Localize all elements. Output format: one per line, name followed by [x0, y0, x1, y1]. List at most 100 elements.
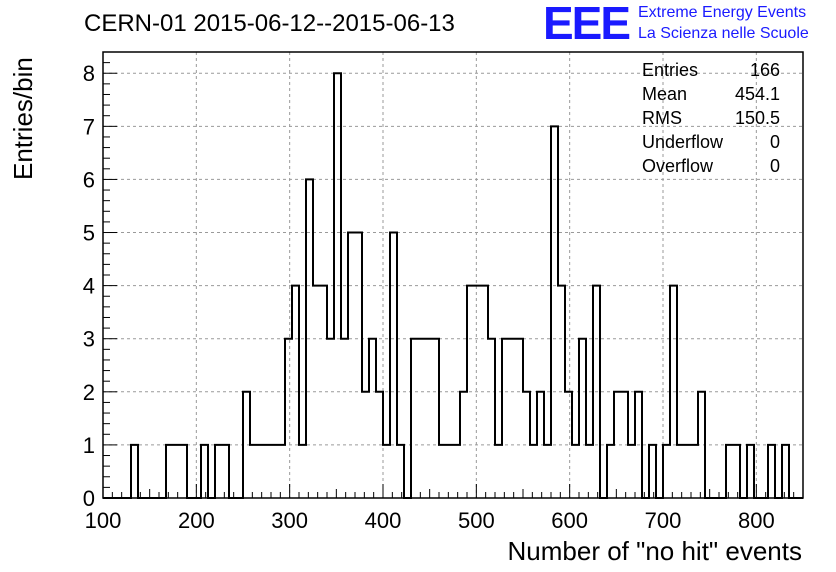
histogram-bin	[306, 179, 313, 498]
histogram-bin	[530, 445, 537, 498]
histogram-bin	[215, 445, 222, 498]
y-tick-label: 3	[83, 327, 95, 352]
histogram-bin	[292, 286, 299, 498]
stat-label: Entries	[642, 60, 699, 80]
x-axis-label: Number of "no hit" events	[507, 536, 803, 566]
histogram-bin	[439, 445, 446, 498]
histogram-bin	[698, 392, 705, 498]
histogram-bin	[607, 445, 614, 498]
eee-logo: EEE Extreme Energy Events La Scienza nel…	[543, 0, 833, 49]
histogram-bin	[572, 445, 579, 498]
tick-labels: 100 200 300 400 500 600 700 800 0 1 2 3 4 5 6 7 8	[83, 61, 775, 533]
histogram-bin	[593, 286, 600, 498]
histogram-bin	[222, 445, 229, 498]
x-tick-label: 600	[551, 508, 588, 533]
histogram-bin	[418, 339, 425, 498]
histogram-bin	[663, 445, 670, 498]
stat-underflow: Underflow 0	[642, 132, 780, 156]
y-axis-label: Entries/bin	[8, 57, 38, 180]
histogram-bin	[586, 445, 593, 498]
x-tick-label: 300	[271, 508, 308, 533]
histogram-bin	[691, 445, 698, 498]
histogram-bin	[635, 392, 642, 498]
histogram-bin	[390, 233, 397, 498]
histogram-bin	[684, 445, 691, 498]
histogram-bin	[502, 339, 509, 498]
histogram-bin	[733, 445, 740, 498]
histogram-bin	[341, 339, 348, 498]
histogram-bin	[649, 445, 656, 498]
axes	[102, 51, 804, 499]
histogram-bin	[453, 445, 460, 498]
x-tick-label: 100	[85, 508, 122, 533]
histogram-bin	[726, 445, 733, 498]
histogram-bin	[621, 392, 628, 498]
histogram-bin	[383, 445, 390, 498]
stat-value: 0	[769, 132, 780, 152]
histogram-bin	[488, 339, 495, 498]
histogram-bin	[411, 339, 418, 498]
x-tick-label: 200	[178, 508, 215, 533]
histogram-bin	[285, 339, 292, 498]
histogram-bin	[271, 445, 278, 498]
y-tick-label: 6	[83, 167, 95, 192]
stats-box: Entries 166 Mean 454.1 RMS 150.5 Underfl…	[642, 60, 780, 180]
histogram-bin	[173, 445, 180, 498]
y-tick-label: 0	[83, 486, 95, 511]
histogram-bin	[355, 233, 362, 498]
y-tick-label: 5	[83, 221, 95, 246]
histogram-bin	[537, 392, 544, 498]
histogram-bin	[551, 126, 558, 498]
y-tick-label: 8	[83, 61, 95, 86]
histogram-bin	[544, 445, 551, 498]
histogram-bin	[509, 339, 516, 498]
histogram-bin	[747, 445, 754, 498]
stat-label: Mean	[642, 84, 688, 104]
histogram-bin	[425, 339, 432, 498]
stat-value: 0	[769, 156, 780, 176]
stat-label: Underflow	[642, 132, 724, 152]
histogram-bin	[467, 286, 474, 498]
histogram-bin	[131, 445, 138, 498]
histogram-bin	[376, 392, 383, 498]
stat-entries: Entries 166	[642, 60, 780, 84]
histogram-bin	[782, 445, 789, 498]
histogram-bin	[201, 445, 208, 498]
histogram-bin	[243, 392, 250, 498]
x-tick-label: 400	[365, 508, 402, 533]
chart-title: CERN-01 2015-06-12--2015-06-13	[84, 10, 455, 37]
histogram-bin	[628, 445, 635, 498]
histogram-bin	[180, 445, 187, 498]
histogram-bin	[313, 286, 320, 498]
histogram-bin	[334, 73, 341, 498]
histogram-bin	[474, 286, 481, 498]
logo-line-1: Extreme Energy Events	[638, 4, 807, 21]
eee-logo-mark: EEE	[543, 0, 631, 49]
histogram-bin	[320, 286, 327, 498]
histogram-bin	[397, 445, 404, 498]
stat-value: 150.5	[734, 108, 780, 128]
histogram-bin	[369, 339, 376, 498]
histogram-bin	[250, 445, 257, 498]
stat-value: 166	[749, 60, 780, 80]
stat-label: Overflow	[642, 156, 714, 176]
histogram-bin	[278, 445, 285, 498]
stat-mean: Mean 454.1	[642, 84, 780, 108]
histogram-bin	[558, 286, 565, 498]
histogram-bin	[565, 392, 572, 498]
histogram-bin	[614, 392, 621, 498]
histogram-bin	[768, 445, 775, 498]
histogram-bin	[481, 286, 488, 498]
histogram-bin	[327, 339, 334, 498]
histogram-bin	[677, 445, 684, 498]
histogram-bin	[348, 233, 355, 498]
y-tick-label: 4	[83, 274, 95, 299]
histogram-bin	[166, 445, 173, 498]
histogram-bin	[523, 392, 530, 498]
histogram-bin	[257, 445, 264, 498]
histogram-bin	[264, 445, 271, 498]
histogram-bin	[495, 445, 502, 498]
histogram-bin	[670, 286, 677, 498]
stat-label: RMS	[642, 108, 682, 128]
